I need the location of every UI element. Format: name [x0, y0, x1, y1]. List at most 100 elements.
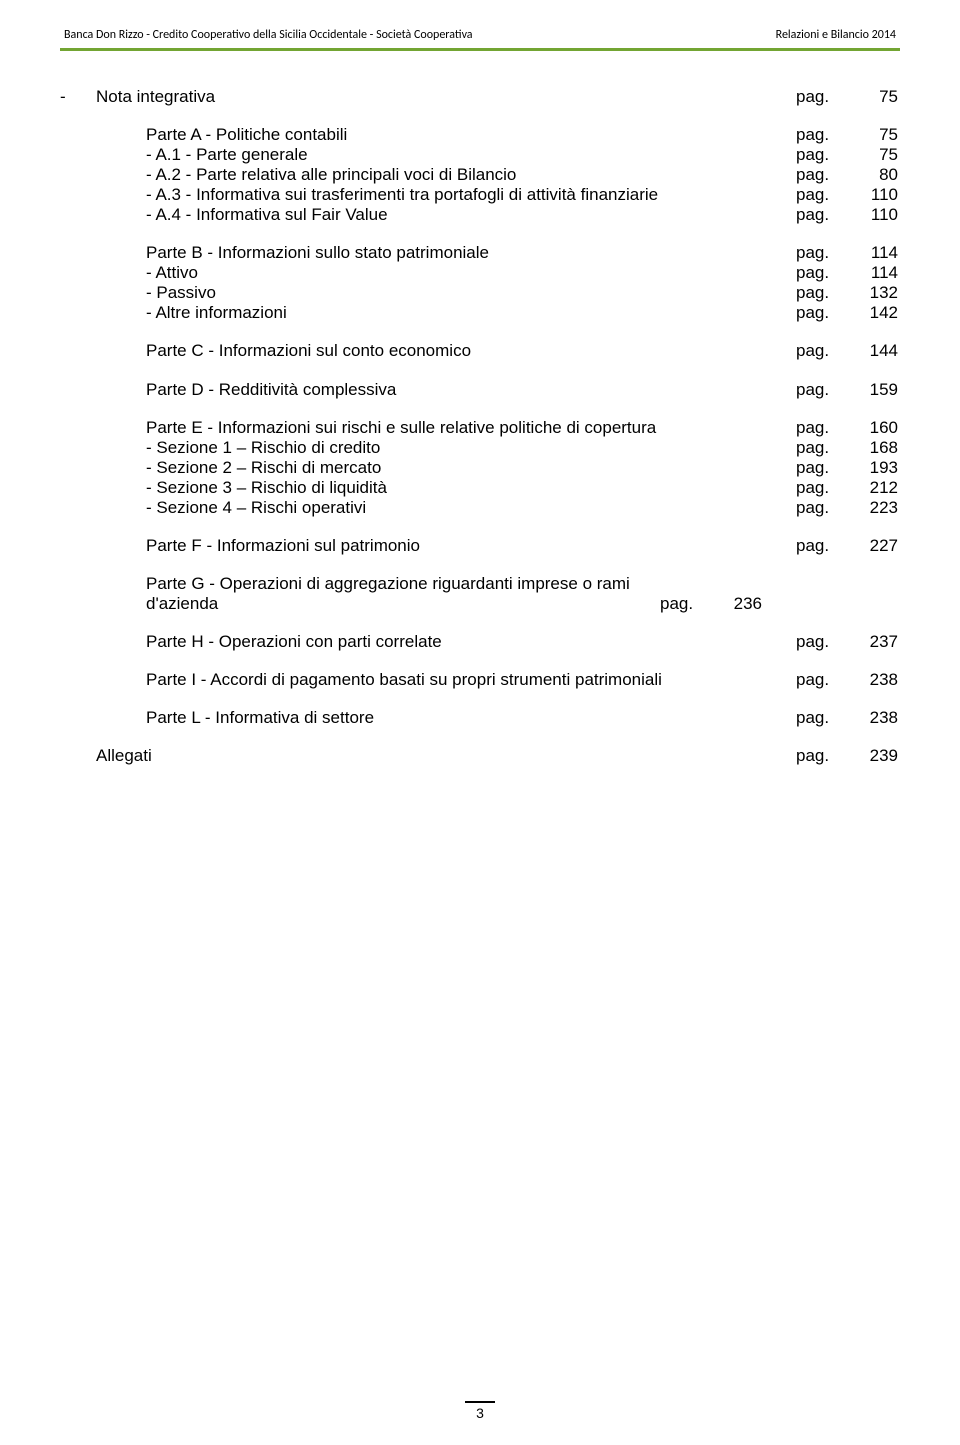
- pag-label: pag.: [796, 263, 852, 283]
- toc-row: Parte C - Informazioni sul conto economi…: [60, 341, 900, 361]
- toc-label: - A.3 - Informativa sui trasferimenti tr…: [60, 185, 796, 205]
- header-left: Banca Don Rizzo - Credito Cooperativo de…: [64, 28, 473, 42]
- page-ref: 144: [852, 341, 900, 361]
- toc-row: Parte H - Operazioni con parti correlate…: [60, 632, 900, 652]
- page-ref: 110: [852, 205, 900, 225]
- page-ref: 75: [852, 87, 900, 107]
- page-ref: 238: [852, 670, 900, 690]
- pag-label: pag.: [660, 594, 716, 614]
- pag-label: pag.: [796, 145, 852, 165]
- page-ref: 114: [852, 243, 900, 263]
- toc-row: - Sezione 3 – Rischio di liquiditàpag.21…: [60, 478, 900, 498]
- page-ref: 223: [852, 498, 900, 518]
- pag-label: pag.: [796, 632, 852, 652]
- toc-label: Parte A - Politiche contabili: [60, 125, 796, 145]
- toc-row: Parte L - Informativa di settorepag.238: [60, 708, 900, 728]
- page-footer: 3: [0, 1401, 960, 1421]
- spacer: [60, 728, 900, 746]
- page-ref: 160: [852, 418, 900, 438]
- page-ref: 193: [852, 458, 900, 478]
- spacer: [60, 556, 900, 574]
- pag-label: pag.: [796, 185, 852, 205]
- document-page: Banca Don Rizzo - Credito Cooperativo de…: [0, 0, 960, 1445]
- toc-row: - Sezione 2 – Rischi di mercatopag.193: [60, 458, 900, 478]
- spacer: [60, 400, 900, 418]
- pag-label: pag.: [796, 458, 852, 478]
- toc-row: Allegatipag.239: [60, 746, 900, 766]
- toc-label: Parte E - Informazioni sui rischi e sull…: [60, 418, 796, 438]
- toc-label: - A.1 - Parte generale: [60, 145, 796, 165]
- pag-label: pag.: [796, 708, 852, 728]
- toc-label: - A.2 - Parte relativa alle principali v…: [60, 165, 796, 185]
- toc-label: - Passivo: [60, 283, 796, 303]
- page-ref: 159: [852, 380, 900, 400]
- toc-row: Parte I - Accordi di pagamento basati su…: [60, 670, 900, 690]
- spacer: [60, 362, 900, 380]
- header-right: Relazioni e Bilancio 2014: [776, 28, 896, 42]
- toc-label: - Attivo: [60, 263, 796, 283]
- page-ref: 114: [852, 263, 900, 283]
- page-ref: 237: [852, 632, 900, 652]
- toc-label: - A.4 - Informativa sul Fair Value: [60, 205, 796, 225]
- toc-label: - Sezione 4 – Rischi operativi: [60, 498, 796, 518]
- toc-row: - Attivopag.114: [60, 263, 900, 283]
- pag-label: pag.: [796, 303, 852, 323]
- page-ref: 110: [852, 185, 900, 205]
- toc-row: Parte E - Informazioni sui rischi e sull…: [60, 418, 900, 438]
- pag-label: pag.: [796, 478, 852, 498]
- page-ref: 168: [852, 438, 900, 458]
- toc-label: Parte F - Informazioni sul patrimonio: [60, 536, 796, 556]
- pag-label: pag.: [796, 87, 852, 107]
- toc-label: Nota integrativa: [90, 87, 796, 107]
- page-ref: 142: [852, 303, 900, 323]
- toc-label: - Sezione 1 – Rischio di credito: [60, 438, 796, 458]
- page-header: Banca Don Rizzo - Credito Cooperativo de…: [60, 28, 900, 46]
- table-of-contents: -Nota integrativapag.75 Parte A - Politic…: [60, 87, 900, 766]
- toc-label: Parte H - Operazioni con parti correlate: [60, 632, 796, 652]
- pag-label: pag.: [796, 670, 852, 690]
- toc-label: Parte B - Informazioni sullo stato patri…: [60, 243, 796, 263]
- toc-row: Parte G - Operazioni di aggregazione rig…: [60, 574, 900, 614]
- pag-label: pag.: [796, 746, 852, 766]
- spacer: [60, 690, 900, 708]
- page-ref: 212: [852, 478, 900, 498]
- toc-row: Parte A - Politiche contabilipag.75: [60, 125, 900, 145]
- spacer: [60, 652, 900, 670]
- page-number: 3: [476, 1405, 484, 1421]
- pag-label: pag.: [796, 283, 852, 303]
- toc-row: - Sezione 4 – Rischi operativipag.223: [60, 498, 900, 518]
- toc-row: -Nota integrativapag.75: [60, 87, 900, 107]
- toc-row: Parte B - Informazioni sullo stato patri…: [60, 243, 900, 263]
- pag-label: pag.: [796, 536, 852, 556]
- spacer: [60, 225, 900, 243]
- pag-label: pag.: [796, 205, 852, 225]
- spacer: [60, 323, 900, 341]
- toc-label: Parte I - Accordi di pagamento basati su…: [60, 670, 796, 690]
- toc-row: Parte F - Informazioni sul patrimoniopag…: [60, 536, 900, 556]
- pag-label: pag.: [796, 125, 852, 145]
- pag-label: pag.: [796, 243, 852, 263]
- toc-row: - A.4 - Informativa sul Fair Valuepag.11…: [60, 205, 900, 225]
- page-ref: 75: [852, 145, 900, 165]
- spacer: [60, 614, 900, 632]
- toc-label: Parte L - Informativa di settore: [60, 708, 796, 728]
- toc-row: - A.1 - Parte generalepag.75: [60, 145, 900, 165]
- header-rule: [60, 48, 900, 51]
- toc-row: - A.2 - Parte relativa alle principali v…: [60, 165, 900, 185]
- page-ref: 80: [852, 165, 900, 185]
- toc-label: Parte G - Operazioni di aggregazione rig…: [60, 574, 660, 614]
- spacer: [60, 107, 900, 125]
- pag-label: pag.: [796, 498, 852, 518]
- footer-rule: [465, 1401, 495, 1403]
- page-ref: 239: [852, 746, 900, 766]
- spacer: [60, 518, 900, 536]
- pag-label: pag.: [796, 418, 852, 438]
- page-ref: 238: [852, 708, 900, 728]
- pag-label: pag.: [796, 341, 852, 361]
- toc-label: Parte C - Informazioni sul conto economi…: [60, 341, 796, 361]
- page-ref: 132: [852, 283, 900, 303]
- toc-row: - Passivopag.132: [60, 283, 900, 303]
- toc-row: - A.3 - Informativa sui trasferimenti tr…: [60, 185, 900, 205]
- toc-row: - Altre informazionipag.142: [60, 303, 900, 323]
- toc-row: Parte D - Redditività complessivapag.159: [60, 380, 900, 400]
